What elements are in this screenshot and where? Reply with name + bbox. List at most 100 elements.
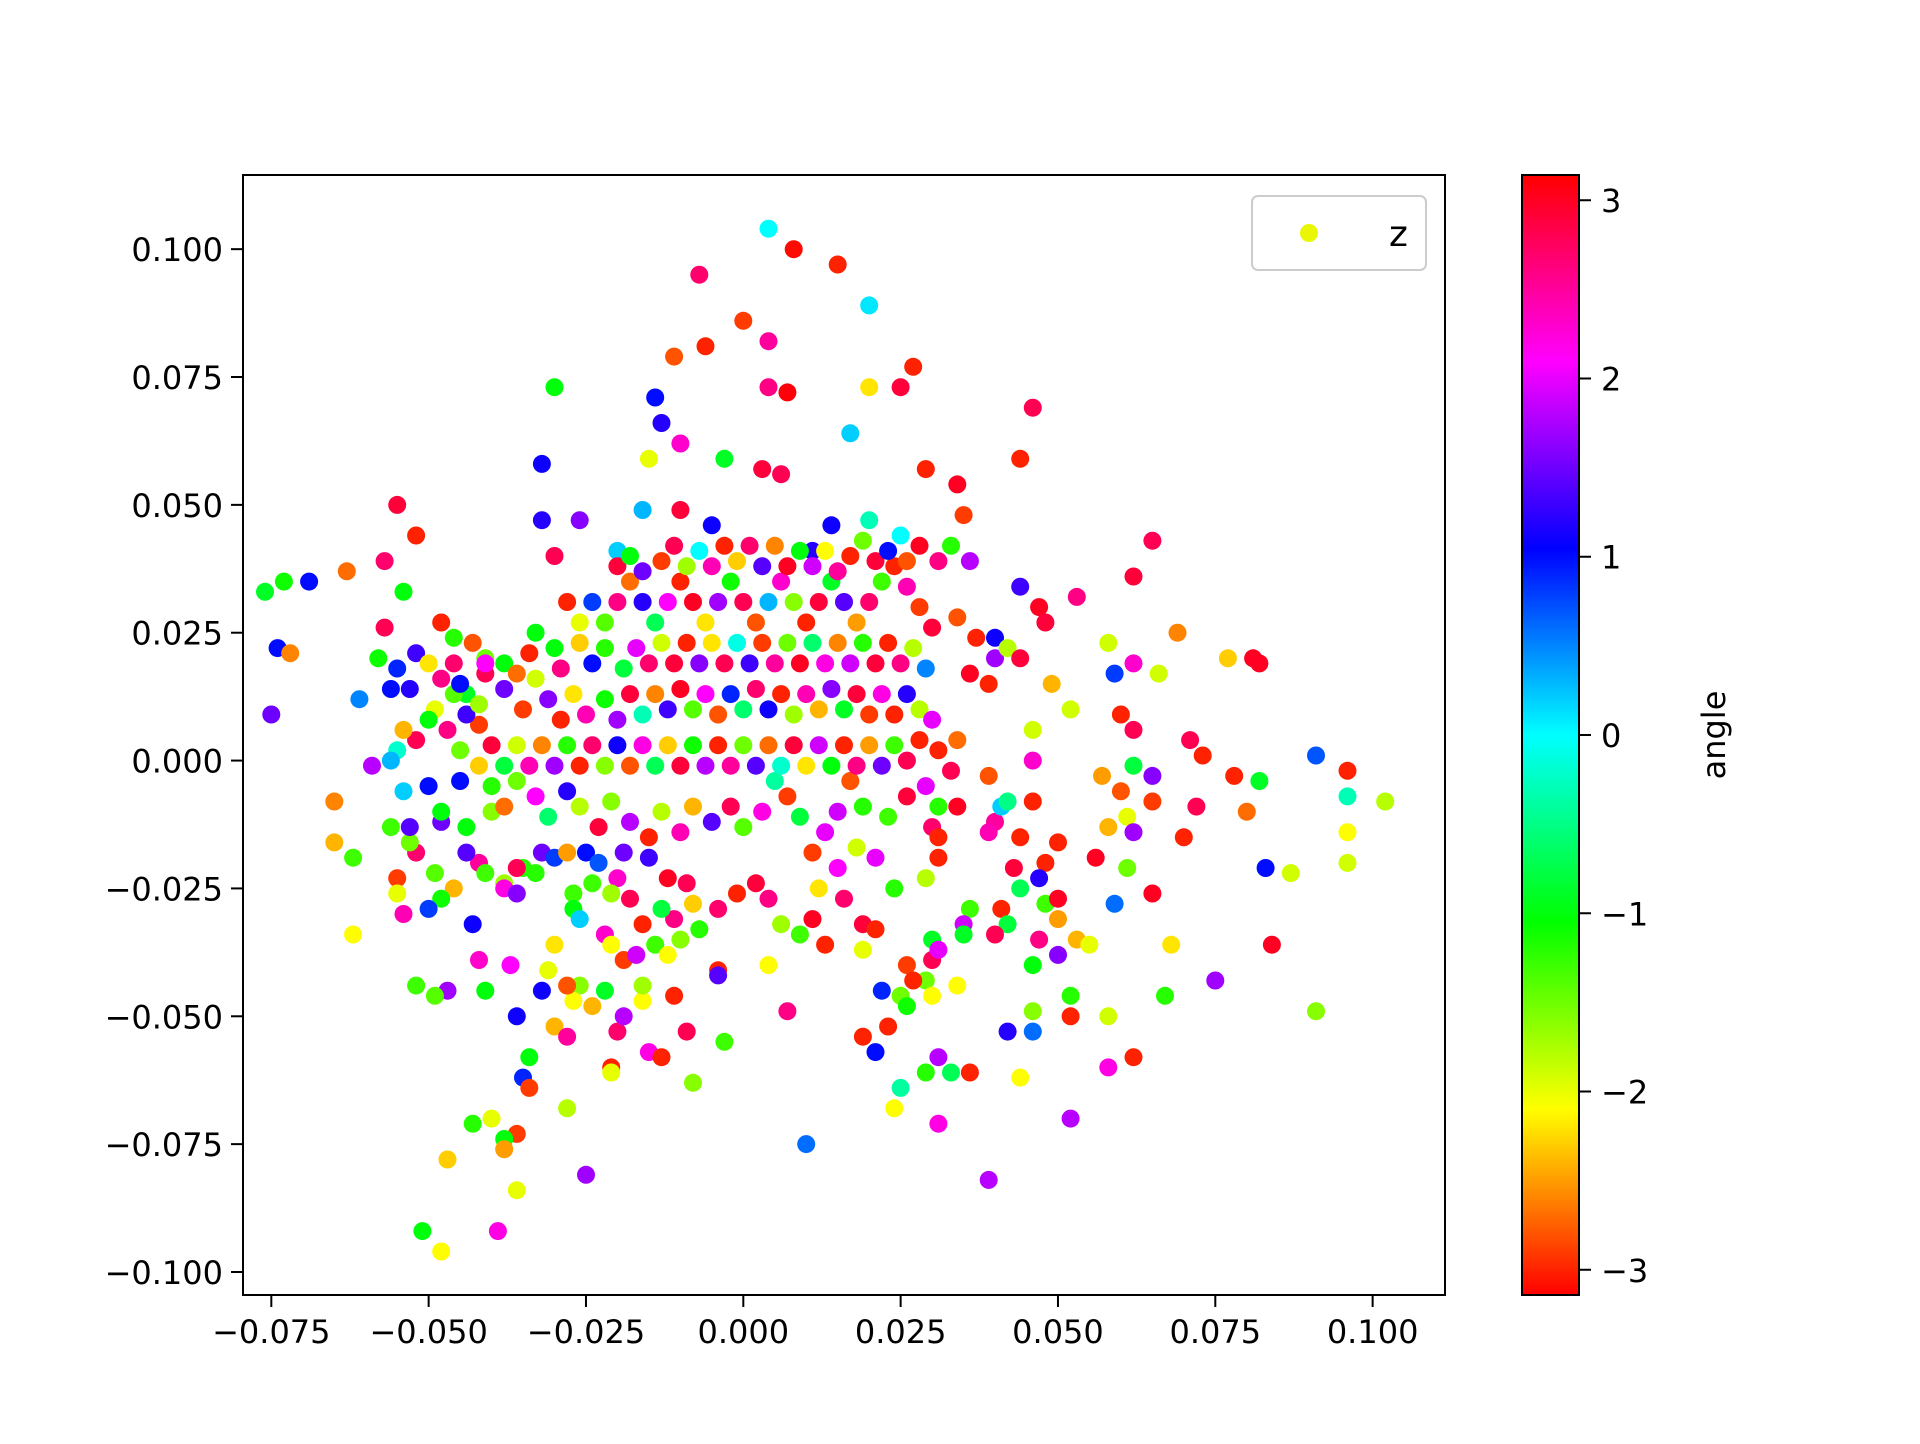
data-point: [860, 378, 879, 397]
data-point: [350, 690, 369, 709]
data-point: [885, 1099, 904, 1118]
data-point: [344, 848, 363, 867]
data-point: [948, 976, 967, 995]
data-point: [684, 797, 702, 816]
data-point: [721, 756, 740, 775]
data-point: [665, 536, 684, 555]
data-point: [381, 818, 400, 837]
data-point: [1124, 720, 1143, 739]
data-point: [671, 930, 690, 949]
data-point: [702, 557, 721, 576]
data-point: [759, 736, 778, 755]
data-point: [470, 715, 488, 734]
x-tick-label: 0.050: [1012, 1313, 1104, 1351]
data-point: [728, 633, 746, 652]
data-point: [1124, 823, 1143, 842]
data-point: [558, 593, 577, 611]
data-point: [665, 910, 684, 929]
data-point: [916, 460, 935, 479]
colorbar-tick-label: 2: [1601, 360, 1621, 398]
data-point: [1118, 807, 1137, 826]
data-point: [1086, 848, 1105, 867]
data-point: [929, 552, 948, 571]
data-point: [1011, 449, 1030, 468]
data-point: [816, 935, 835, 954]
data-point: [790, 925, 809, 944]
data-point: [967, 628, 986, 647]
data-point: [1061, 1109, 1080, 1128]
data-point: [797, 685, 816, 704]
data-point: [916, 971, 935, 990]
data-point: [690, 654, 709, 673]
data-point: [388, 884, 407, 903]
data-point: [532, 511, 551, 530]
data-point: [470, 951, 488, 969]
data-point: [589, 853, 608, 872]
data-point: [646, 685, 665, 704]
data-point: [520, 756, 539, 775]
y-tick-label: −0.025: [105, 870, 223, 908]
data-point: [658, 736, 677, 755]
data-point: [564, 685, 583, 704]
data-point: [375, 552, 394, 571]
data-point: [709, 705, 728, 724]
data-point: [545, 935, 564, 954]
y-tick-label: 0.000: [131, 743, 223, 781]
data-point: [476, 981, 495, 1000]
data-point: [602, 1063, 621, 1082]
data-point: [897, 577, 916, 596]
colorbar-bar: [1521, 174, 1580, 1296]
data-point: [847, 613, 866, 632]
data-point: [879, 1017, 898, 1036]
data-point: [595, 613, 614, 632]
data-point: [979, 766, 998, 785]
data-point: [1023, 792, 1042, 811]
data-point: [381, 680, 400, 698]
data-point: [671, 501, 690, 519]
data-point: [564, 991, 583, 1010]
data-point: [690, 920, 709, 939]
data-point: [1023, 398, 1042, 417]
data-point: [539, 961, 558, 980]
data-point: [1004, 859, 1023, 877]
data-point: [778, 557, 797, 576]
data-point: [451, 674, 470, 693]
data-point: [520, 644, 539, 663]
data-point: [520, 1078, 539, 1097]
data-point: [532, 454, 551, 473]
data-point: [986, 649, 1004, 668]
data-point: [1143, 766, 1162, 785]
x-tick-label: 0.025: [855, 1313, 947, 1351]
data-point: [558, 843, 577, 862]
data-point: [690, 541, 709, 560]
data-point: [1143, 792, 1162, 811]
data-point: [621, 547, 639, 565]
data-point: [438, 1150, 457, 1169]
data-point: [866, 1043, 885, 1062]
data-point: [929, 1048, 948, 1067]
data-point: [1011, 879, 1030, 898]
data-point: [1237, 802, 1256, 821]
data-point: [778, 1002, 797, 1021]
data-point: [407, 976, 426, 995]
data-point: [646, 756, 665, 775]
data-point: [759, 956, 778, 975]
data-point: [759, 219, 778, 238]
data-point: [344, 925, 363, 944]
data-point: [558, 976, 577, 995]
data-point: [721, 685, 740, 704]
data-point: [621, 889, 639, 908]
data-point: [879, 633, 898, 652]
y-tick-label: 0.100: [131, 231, 223, 269]
x-axis: −0.075 −0.050 −0.025 0.000 0.025 0.050 0.075 0.…: [212, 1295, 1418, 1351]
data-point: [765, 772, 784, 790]
data-point: [904, 639, 923, 658]
data-point: [1099, 633, 1118, 652]
data-point: [835, 889, 853, 908]
data-point: [809, 736, 828, 755]
data-point: [602, 792, 621, 811]
data-point: [1099, 1058, 1118, 1077]
data-point: [1168, 623, 1187, 642]
data-point: [482, 736, 501, 755]
data-point: [891, 378, 910, 397]
